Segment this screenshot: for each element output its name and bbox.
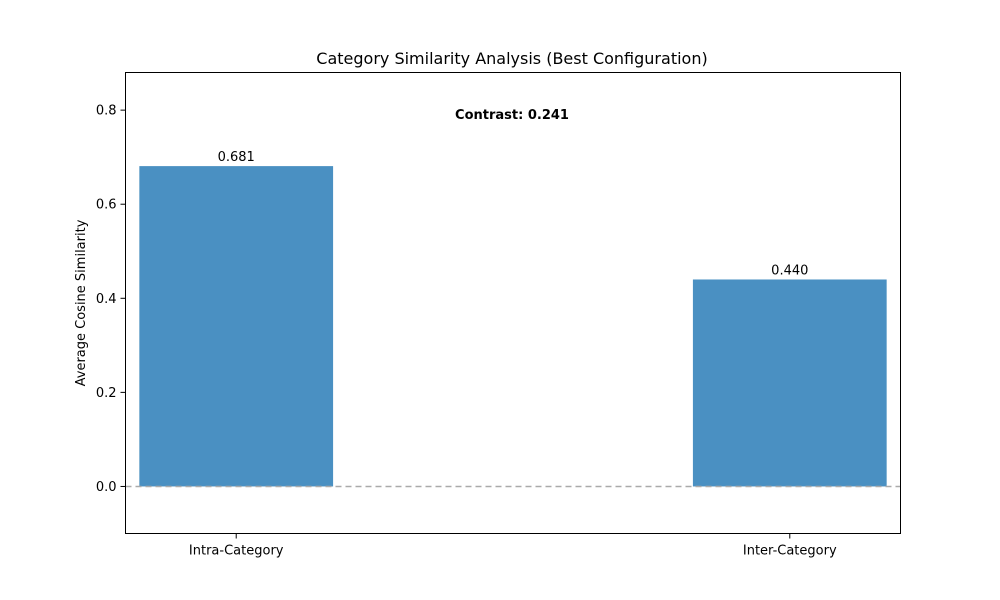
y-axis-label: Average Cosine Similarity bbox=[74, 219, 89, 386]
chart-title: Category Similarity Analysis (Best Confi… bbox=[316, 49, 707, 68]
data-label: 0.440 bbox=[771, 263, 808, 278]
bars-group bbox=[139, 166, 887, 487]
contrast-annotation: Contrast: 0.241 bbox=[455, 108, 569, 123]
y-axis-ticks: 0.0 0.2 0.4 0.6 0.8 bbox=[96, 104, 126, 495]
data-labels-group: 0.681 0.440 bbox=[218, 150, 809, 278]
y-tick-label: 0.0 bbox=[96, 480, 117, 495]
x-tick-label: Inter-Category bbox=[743, 544, 837, 559]
x-tick-label: Intra-Category bbox=[189, 544, 284, 559]
y-tick-label: 0.6 bbox=[96, 198, 117, 213]
y-tick-label: 0.2 bbox=[96, 386, 117, 401]
plot-frame bbox=[125, 72, 901, 534]
x-axis-ticks: Intra-Category Inter-Category bbox=[189, 533, 837, 559]
data-label: 0.681 bbox=[218, 150, 255, 165]
y-tick-label: 0.4 bbox=[96, 292, 117, 307]
bar-inter-category bbox=[692, 279, 887, 487]
y-tick-label: 0.8 bbox=[96, 104, 117, 119]
bar-intra-category bbox=[139, 166, 334, 487]
